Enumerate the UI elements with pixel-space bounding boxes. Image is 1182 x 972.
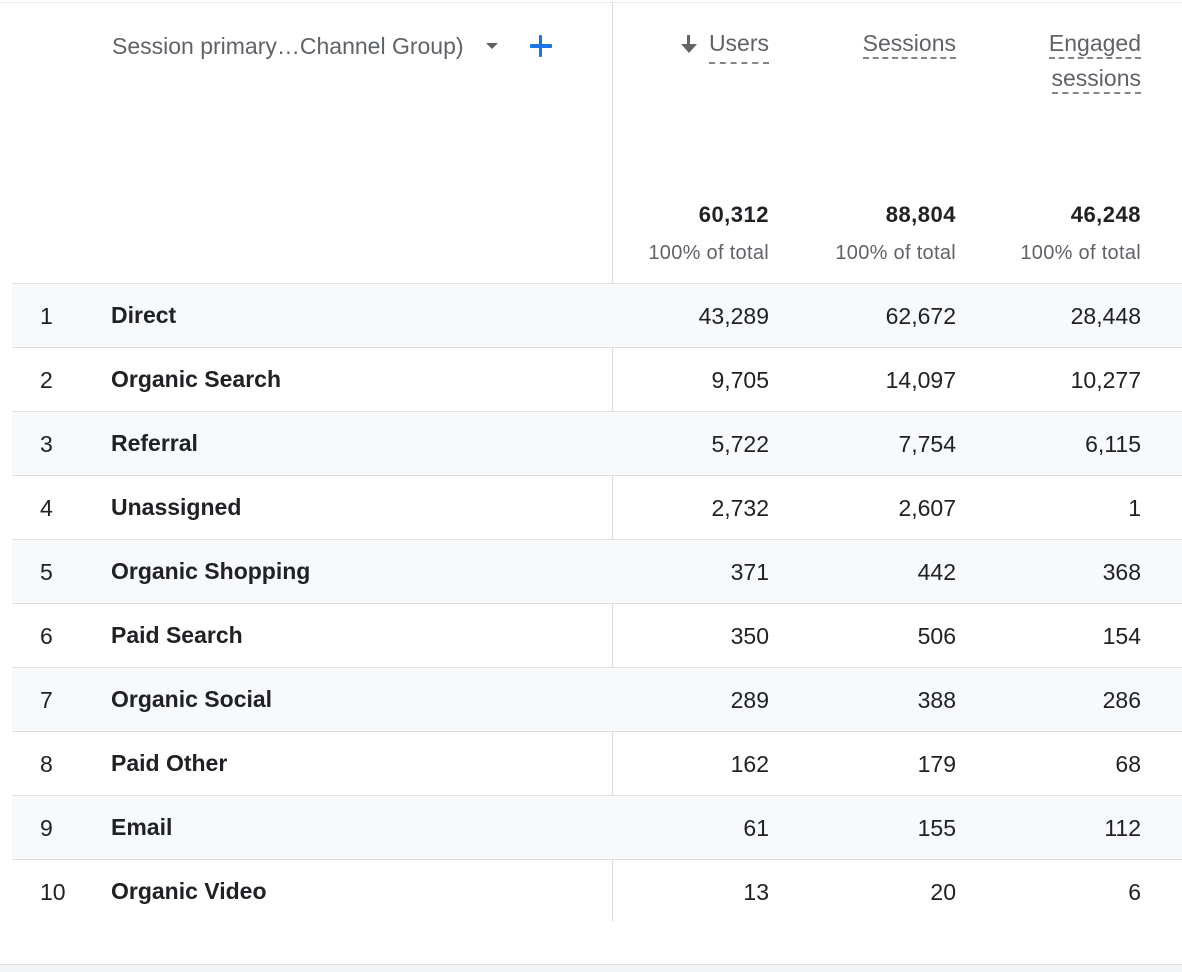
users-value: 350 xyxy=(730,623,769,649)
sessions-value: 179 xyxy=(917,751,956,777)
table-row[interactable]: 7 Organic Social 289 388 286 xyxy=(12,667,1182,731)
sort-descending-icon[interactable] xyxy=(680,34,697,56)
dimension-label[interactable]: Session primary…Channel Group) xyxy=(112,32,464,59)
table-row[interactable]: 4 Unassigned 2,732 2,607 1 xyxy=(12,475,1182,539)
engaged-value: 1 xyxy=(1128,495,1141,521)
engaged-value: 368 xyxy=(1102,559,1141,585)
table-body: 1 Direct 43,289 62,672 28,448 2 Organic … xyxy=(12,283,1182,923)
engaged-header-label-line1[interactable]: Engaged xyxy=(1048,30,1141,59)
channel-name[interactable]: Organic Search xyxy=(111,366,282,392)
row-index: 5 xyxy=(40,559,53,585)
sessions-value: 7,754 xyxy=(898,431,956,457)
row-index: 4 xyxy=(40,495,53,521)
row-index: 6 xyxy=(40,623,53,649)
sessions-value: 506 xyxy=(917,623,956,649)
users-value: 5,722 xyxy=(711,431,769,457)
add-dimension-icon[interactable] xyxy=(529,35,552,57)
row-index: 7 xyxy=(40,687,53,713)
engaged-total-percent: 100% of total xyxy=(1020,242,1141,264)
engaged-total: 46,248 xyxy=(1070,202,1141,227)
table-row[interactable]: 1 Direct 43,289 62,672 28,448 xyxy=(12,283,1182,347)
channel-name[interactable]: Direct xyxy=(111,302,177,328)
users-value: 43,289 xyxy=(698,303,769,329)
engaged-value: 154 xyxy=(1102,623,1141,649)
table-row[interactable]: 5 Organic Shopping 371 442 368 xyxy=(12,539,1182,603)
users-value: 371 xyxy=(730,559,769,585)
sessions-column-header[interactable]: Sessions xyxy=(862,26,956,61)
users-column-header[interactable]: Users xyxy=(680,26,769,64)
sessions-value: 155 xyxy=(917,815,956,841)
table-row[interactable]: 8 Paid Other 162 179 68 xyxy=(12,731,1182,795)
channel-name[interactable]: Referral xyxy=(111,430,198,456)
table-row[interactable]: 6 Paid Search 350 506 154 xyxy=(12,603,1182,667)
sessions-total: 88,804 xyxy=(885,202,956,227)
users-value: 9,705 xyxy=(711,367,769,393)
channel-name[interactable]: Paid Other xyxy=(111,750,228,776)
row-index: 2 xyxy=(40,367,53,393)
row-index: 1 xyxy=(40,303,53,329)
engaged-header-label-line2[interactable]: sessions xyxy=(1051,65,1141,94)
table-row[interactable]: 10 Organic Video 13 20 6 xyxy=(12,859,1182,923)
channel-name[interactable]: Organic Shopping xyxy=(111,558,311,584)
engaged-sessions-column-header[interactable]: Engaged sessions xyxy=(1031,26,1141,96)
row-index: 3 xyxy=(40,431,53,457)
users-header-label[interactable]: Users xyxy=(708,26,769,64)
top-divider xyxy=(0,2,1182,3)
channel-name[interactable]: Organic Social xyxy=(111,686,273,712)
users-value: 2,732 xyxy=(711,495,769,521)
sessions-total-percent: 100% of total xyxy=(835,242,956,264)
sessions-value: 20 xyxy=(930,879,956,905)
engaged-value: 6,115 xyxy=(1085,431,1141,457)
row-index: 8 xyxy=(40,751,53,777)
users-total: 60,312 xyxy=(698,202,769,227)
channel-name[interactable]: Organic Video xyxy=(111,878,267,904)
table-row[interactable]: 3 Referral 5,722 7,754 6,115 xyxy=(12,411,1182,475)
sessions-value: 442 xyxy=(917,559,956,585)
engaged-value: 286 xyxy=(1102,687,1141,713)
sessions-value: 62,672 xyxy=(885,303,956,329)
users-value: 13 xyxy=(743,879,769,905)
sessions-value: 2,607 xyxy=(898,495,956,521)
engaged-value: 6 xyxy=(1128,879,1141,905)
sessions-value: 388 xyxy=(917,687,956,713)
channel-name[interactable]: Email xyxy=(111,814,173,840)
users-value: 162 xyxy=(730,751,769,777)
channel-name[interactable]: Paid Search xyxy=(111,622,243,648)
engaged-value: 112 xyxy=(1104,815,1141,841)
sessions-header-label[interactable]: Sessions xyxy=(862,30,956,59)
engaged-value: 10,277 xyxy=(1070,367,1141,393)
engaged-value: 68 xyxy=(1115,751,1141,777)
sessions-value: 14,097 xyxy=(885,367,956,393)
table-row[interactable]: 9 Email 61 155 112 xyxy=(12,795,1182,859)
chevron-down-icon[interactable] xyxy=(485,43,498,49)
channel-name[interactable]: Unassigned xyxy=(111,494,242,520)
engaged-value: 28,448 xyxy=(1070,303,1141,329)
bottom-scroll-area xyxy=(0,964,1182,972)
users-value: 289 xyxy=(730,687,769,713)
users-value: 61 xyxy=(743,815,769,841)
row-index: 9 xyxy=(40,815,53,841)
row-index: 10 xyxy=(40,879,66,905)
dimension-header: Session primary…Channel Group) xyxy=(112,30,552,62)
table-row[interactable]: 2 Organic Search 9,705 14,097 10,277 xyxy=(12,347,1182,411)
users-total-percent: 100% of total xyxy=(648,242,769,264)
